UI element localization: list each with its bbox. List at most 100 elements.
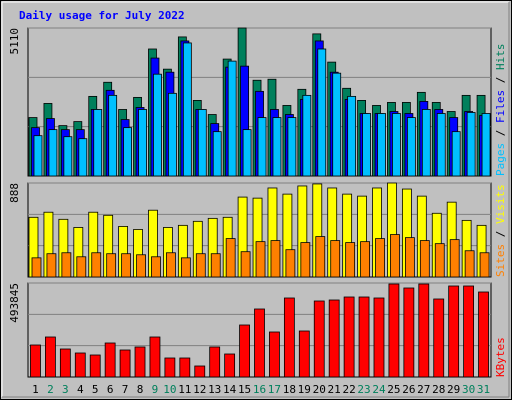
bar <box>463 285 474 378</box>
x-tick-label: 8 <box>137 383 144 396</box>
bar <box>89 354 101 378</box>
bar <box>403 287 415 378</box>
bar <box>119 349 131 378</box>
bar <box>436 113 446 177</box>
bar <box>448 285 460 378</box>
legend: KBytes <box>494 337 507 377</box>
bar <box>91 252 102 278</box>
chart-title: Daily usage for July 2022 <box>19 9 185 22</box>
bar <box>298 330 310 378</box>
x-tick-label: 18 <box>283 383 296 396</box>
x-tick-label: 29 <box>447 383 460 396</box>
bar <box>317 48 327 177</box>
bar <box>466 112 476 177</box>
x-tick-label: 28 <box>432 383 445 396</box>
x-tick-label: 10 <box>163 383 176 396</box>
bar <box>212 131 222 177</box>
bar <box>48 129 58 177</box>
bar <box>377 113 386 177</box>
bar <box>300 242 311 278</box>
x-tick-label: 7 <box>122 383 129 396</box>
bar <box>166 252 176 278</box>
bar <box>362 113 371 177</box>
legend-separator: / <box>494 70 507 90</box>
bar <box>197 109 207 177</box>
bar <box>421 109 431 177</box>
x-tick-label: 21 <box>328 383 341 396</box>
bar <box>269 331 280 378</box>
x-tick-label: 30 <box>462 383 475 396</box>
bar <box>46 253 57 278</box>
bar <box>373 297 385 378</box>
bar <box>332 72 342 177</box>
legend-separator: / <box>494 123 507 143</box>
x-tick-label: 22 <box>342 383 355 396</box>
bar <box>270 240 281 278</box>
bar <box>239 324 250 378</box>
bar <box>287 117 297 177</box>
bar <box>108 94 118 177</box>
legend: Sites / Visits <box>494 184 507 277</box>
bar <box>182 42 192 177</box>
x-tick-label: 11 <box>178 383 191 396</box>
bar <box>479 252 490 278</box>
bar <box>78 138 88 177</box>
x-tick-label: 14 <box>223 383 237 396</box>
bar <box>61 252 72 278</box>
x-tick-label: 9 <box>152 383 159 396</box>
x-tick-label: 2 <box>47 383 54 396</box>
bar <box>406 117 416 177</box>
bar <box>45 336 56 378</box>
bar <box>302 94 312 177</box>
y-tick-label: 5110 <box>8 28 21 55</box>
x-tick-label: 12 <box>193 383 206 396</box>
bar <box>106 253 117 278</box>
bar <box>179 357 191 378</box>
y-tick-label: 888 <box>8 183 21 203</box>
bar <box>315 236 326 278</box>
legend-entry: Sites <box>494 244 507 277</box>
bar <box>388 283 400 378</box>
bar <box>210 253 221 278</box>
bar <box>224 353 236 378</box>
x-tick-label: 1 <box>32 383 39 396</box>
x-tick-label: 19 <box>298 383 311 396</box>
legend-entry: Visits <box>494 184 507 224</box>
bar <box>76 256 87 278</box>
bar <box>59 348 71 378</box>
legend: Pages / Files / Hits <box>494 44 507 177</box>
x-tick-label: 16 <box>253 383 266 396</box>
x-tick-label: 5 <box>92 383 99 396</box>
x-tick-label: 6 <box>107 383 114 396</box>
bar <box>168 92 177 177</box>
bar <box>283 297 295 378</box>
bar <box>240 251 251 278</box>
bar <box>449 239 460 278</box>
bar <box>138 109 147 177</box>
bar <box>151 256 161 278</box>
legend-entry: Hits <box>494 44 507 71</box>
bar <box>360 241 370 278</box>
x-tick-label: 27 <box>417 383 430 396</box>
bar <box>93 109 103 177</box>
bar <box>464 250 475 278</box>
bar <box>392 113 401 177</box>
bar <box>285 249 296 278</box>
bar <box>149 336 161 378</box>
x-tick-label: 13 <box>208 383 221 396</box>
bar <box>30 344 41 378</box>
bar <box>347 95 357 177</box>
x-tick-label: 25 <box>387 383 400 396</box>
bar <box>255 241 266 278</box>
bar <box>478 291 489 378</box>
bar <box>481 113 491 177</box>
bar <box>33 135 43 177</box>
bar <box>123 127 133 177</box>
bar <box>134 346 146 378</box>
bar <box>433 298 445 378</box>
bar <box>254 308 265 378</box>
bar <box>153 73 162 177</box>
x-tick-label: 20 <box>313 383 326 396</box>
bar <box>375 238 385 278</box>
